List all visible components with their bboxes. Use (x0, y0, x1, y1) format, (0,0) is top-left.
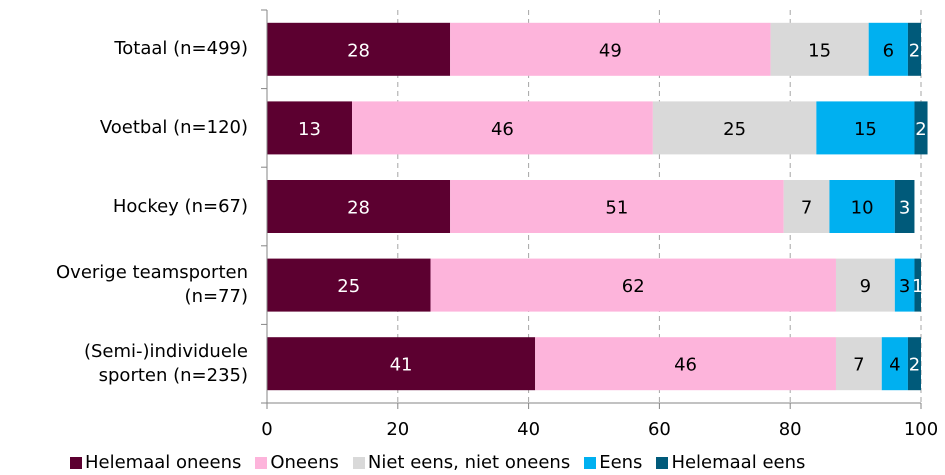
x-tick-label: 0 (261, 419, 272, 440)
data-label: 28 (347, 40, 370, 61)
bar-segment (783, 180, 830, 233)
legend-swatch (584, 456, 597, 469)
legend-swatch (352, 456, 365, 469)
bar-segment (450, 180, 784, 233)
bar-segment (914, 258, 921, 312)
data-label: 10 (851, 198, 874, 219)
legend-item: Helemaal oneens (70, 452, 241, 473)
legend-label: Helemaal oneens (85, 452, 242, 473)
data-label: 4 (889, 355, 900, 376)
data-label: 1 (912, 276, 923, 297)
bar-segment (267, 101, 353, 155)
data-label: 2 (909, 40, 920, 61)
bar-segment (907, 22, 921, 76)
bar-segment (770, 22, 869, 76)
data-label: 25 (723, 119, 746, 140)
legend-swatch (656, 456, 669, 469)
legend-item: Helemaal eens (656, 452, 805, 473)
stacked-bar-chart: 28 49 15 6 213 46 25 15 228 51 7 10 325 62 9 3 141 46 7 4 20… (261, 9, 938, 440)
data-label: 15 (808, 40, 831, 61)
legend-label: Helemaal eens (671, 452, 806, 473)
bar-segment (535, 337, 836, 391)
bar-segment (430, 258, 836, 312)
data-label: 2 (915, 119, 926, 140)
data-label: 15 (854, 119, 877, 140)
legend-label: Oneens (270, 452, 339, 473)
data-label: 41 (390, 355, 413, 376)
bar-segment (907, 337, 921, 391)
bar-segment (894, 258, 915, 312)
data-label: 25 (337, 276, 360, 297)
bar-segment (267, 22, 451, 76)
data-label: 49 (599, 40, 622, 61)
category-label: Overige teamsporten (n=77) (56, 262, 248, 308)
bar-segment (894, 180, 915, 233)
bar-segment (829, 180, 895, 233)
data-label: 46 (491, 119, 514, 140)
data-label: 6 (883, 40, 894, 61)
data-label: 28 (347, 198, 370, 219)
data-label: 62 (622, 276, 645, 297)
bar-segment (881, 337, 908, 391)
legend-label: Niet eens, niet oneens (367, 452, 571, 473)
data-label: 7 (801, 198, 812, 219)
data-label: 9 (860, 276, 871, 297)
legend-swatch (70, 456, 82, 469)
bar-segment (352, 101, 653, 155)
data-label: 51 (605, 198, 628, 219)
category-label: Voetbal (n=120) (99, 116, 248, 138)
category-label: Hockey (n=67) (112, 195, 248, 217)
legend-item: Eens (584, 452, 642, 473)
category-label: Totaal (n=499) (114, 38, 248, 60)
legend-item: Niet eens, niet oneens (352, 452, 571, 473)
data-label: 3 (899, 198, 910, 219)
category-label: (Semi-)individuele sporten (n=235) (83, 340, 248, 386)
data-label: 2 (909, 355, 920, 376)
bar-segment (450, 22, 771, 76)
chart-legend: Helemaal oneens Oneens Niet eens, niet one… (70, 450, 819, 475)
x-tick-label: 100 (904, 419, 938, 440)
x-tick-label: 20 (386, 419, 409, 440)
x-tick-label: 80 (779, 419, 802, 440)
bar-segment (267, 180, 451, 233)
data-label: 13 (298, 119, 321, 140)
data-label: 46 (674, 355, 697, 376)
x-tick-label: 60 (648, 419, 671, 440)
bar-segment (652, 101, 817, 155)
bar-segment (914, 101, 928, 155)
legend-label: Eens (599, 452, 643, 473)
x-tick-label: 40 (517, 419, 540, 440)
legend-swatch (255, 456, 268, 469)
bar-segment (868, 22, 908, 76)
bar-segment (267, 337, 536, 391)
data-label: 3 (899, 276, 910, 297)
bar-segment (267, 258, 431, 312)
legend-item: Oneens (255, 452, 339, 473)
bar-segment (835, 258, 895, 312)
bar-segment (816, 101, 915, 155)
data-label: 7 (853, 355, 864, 376)
bar-segment (835, 337, 882, 391)
